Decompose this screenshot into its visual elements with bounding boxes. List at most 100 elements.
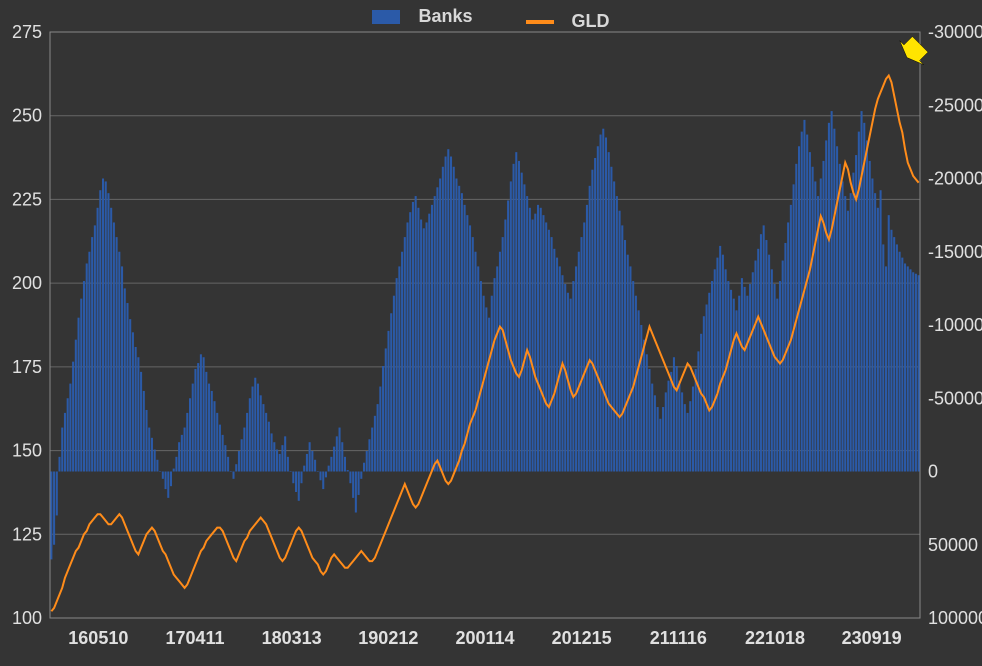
bar xyxy=(632,281,634,471)
bar xyxy=(779,281,781,471)
bar xyxy=(757,249,759,472)
bar xyxy=(621,225,623,471)
bar xyxy=(56,472,58,516)
bar xyxy=(594,158,596,472)
bar xyxy=(774,284,776,472)
bar xyxy=(765,240,767,471)
bar xyxy=(184,428,186,472)
bar xyxy=(69,384,71,472)
bar xyxy=(885,266,887,471)
bar xyxy=(300,472,302,484)
bar xyxy=(491,296,493,472)
bar xyxy=(646,354,648,471)
bar xyxy=(852,173,854,472)
bar xyxy=(374,416,376,472)
bar xyxy=(148,428,150,472)
bar xyxy=(586,205,588,472)
bar xyxy=(59,457,61,472)
bar xyxy=(461,193,463,471)
bar xyxy=(681,392,683,471)
bar xyxy=(186,413,188,472)
bar xyxy=(235,464,237,471)
bar xyxy=(529,208,531,472)
bar xyxy=(222,435,224,472)
bar xyxy=(246,413,248,472)
bar xyxy=(203,357,205,471)
bar xyxy=(431,205,433,472)
bar xyxy=(121,266,123,471)
bar xyxy=(722,255,724,472)
bar xyxy=(575,266,577,471)
bar xyxy=(412,202,414,472)
bar xyxy=(189,398,191,471)
bar xyxy=(407,222,409,471)
bar xyxy=(640,325,642,472)
bar xyxy=(901,258,903,472)
bar xyxy=(295,472,297,493)
bar xyxy=(665,392,667,471)
bar xyxy=(325,472,327,478)
bar xyxy=(828,123,830,472)
bar xyxy=(455,179,457,472)
bar xyxy=(200,354,202,471)
bar xyxy=(697,351,699,471)
bar xyxy=(540,208,542,472)
bar xyxy=(869,161,871,472)
bar xyxy=(874,193,876,471)
bar xyxy=(553,249,555,472)
bar xyxy=(477,266,479,471)
bar xyxy=(404,237,406,471)
bar xyxy=(78,318,80,472)
bar xyxy=(205,372,207,472)
bar xyxy=(260,395,262,471)
bar xyxy=(352,472,354,498)
bar xyxy=(333,447,335,472)
bar xyxy=(730,290,732,472)
y-left-tick: 125 xyxy=(12,524,42,544)
bar xyxy=(526,196,528,471)
bar xyxy=(88,252,90,472)
bar xyxy=(676,366,678,471)
x-tick: 170411 xyxy=(165,628,224,648)
x-tick: 201215 xyxy=(552,628,612,648)
bar xyxy=(741,278,743,471)
bar xyxy=(64,413,66,472)
bar xyxy=(102,179,104,472)
y-left-tick: 175 xyxy=(12,357,42,377)
bar xyxy=(436,187,438,471)
bar xyxy=(822,161,824,472)
bar xyxy=(243,428,245,472)
bar xyxy=(50,472,52,560)
bar xyxy=(197,363,199,471)
bar xyxy=(670,372,672,472)
bar xyxy=(347,470,349,471)
bar xyxy=(768,255,770,472)
bar xyxy=(635,296,637,472)
bar xyxy=(542,215,544,471)
bar xyxy=(507,200,509,471)
bar xyxy=(97,208,99,472)
bar xyxy=(746,296,748,472)
bar xyxy=(480,281,482,471)
bar xyxy=(211,391,213,472)
bar xyxy=(328,466,330,472)
bar xyxy=(850,193,852,471)
bar xyxy=(733,299,735,472)
bar xyxy=(714,269,716,471)
bar xyxy=(387,331,389,472)
bar xyxy=(583,222,585,471)
bar xyxy=(320,472,322,481)
legend-label-gld: GLD xyxy=(572,11,610,32)
bar xyxy=(556,258,558,472)
bar xyxy=(684,404,686,471)
bar xyxy=(306,454,308,472)
y-right-tick: -250000 xyxy=(928,95,982,115)
bar xyxy=(175,457,177,472)
bar xyxy=(907,266,909,471)
bar xyxy=(61,428,63,472)
bar xyxy=(896,244,898,471)
bar xyxy=(469,225,471,471)
bar xyxy=(485,307,487,471)
bar xyxy=(363,463,365,472)
legend-line-gld xyxy=(526,20,554,24)
